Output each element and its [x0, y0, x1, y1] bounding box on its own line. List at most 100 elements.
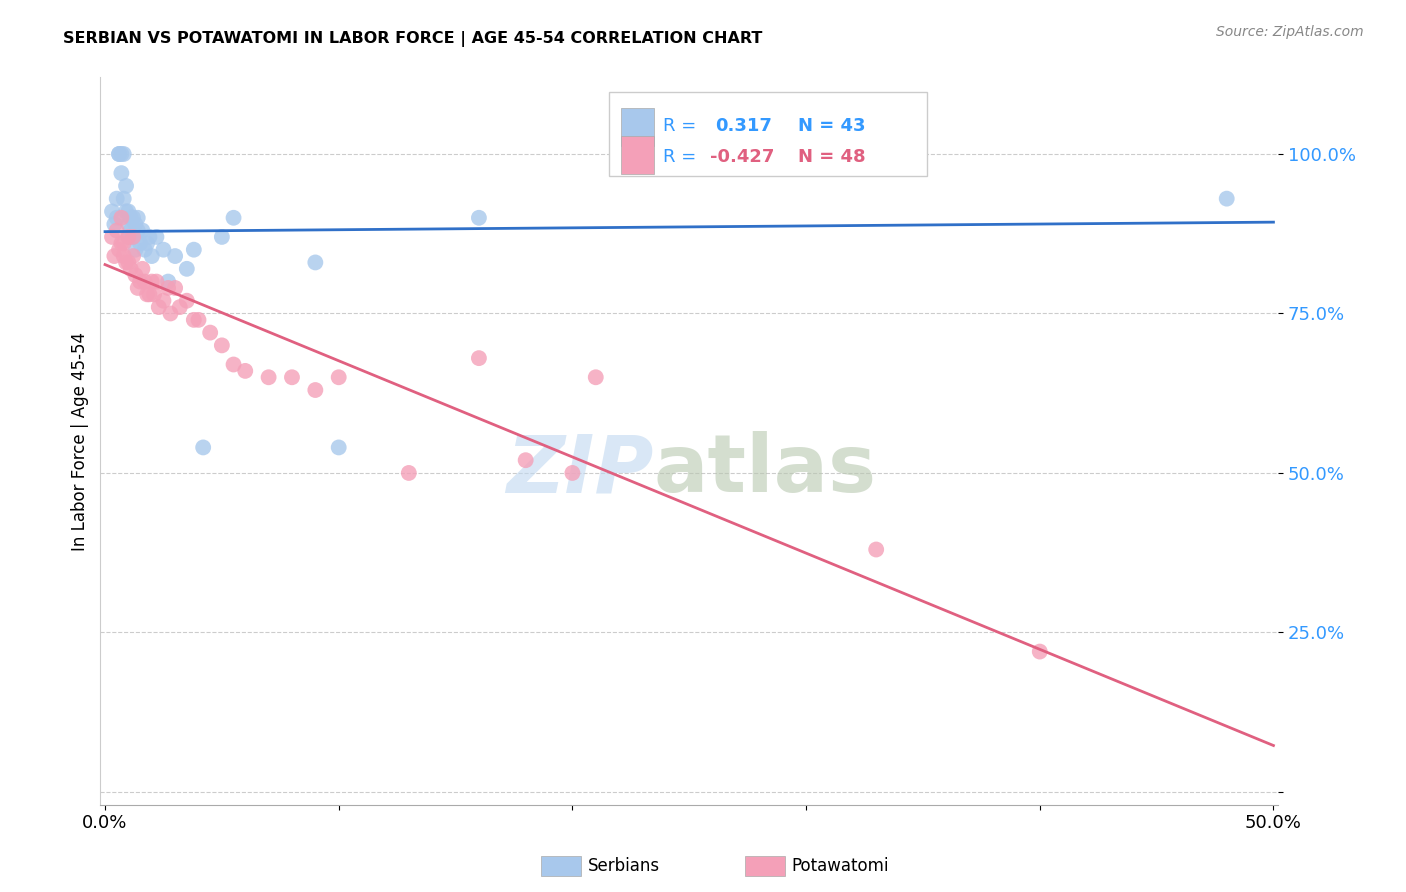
Point — [561, 466, 583, 480]
Point — [157, 281, 180, 295]
Text: R =: R = — [664, 117, 696, 136]
Point — [159, 306, 181, 320]
Point — [120, 261, 142, 276]
Point — [129, 236, 152, 251]
Point — [138, 287, 160, 301]
Point — [176, 293, 198, 308]
Point — [124, 268, 146, 283]
Point — [103, 217, 125, 231]
Point — [187, 313, 209, 327]
Point — [115, 255, 138, 269]
Point — [120, 211, 142, 225]
Point — [131, 261, 153, 276]
Point — [112, 249, 135, 263]
Point — [889, 153, 911, 168]
Point — [211, 338, 233, 352]
Text: Source: ZipAtlas.com: Source: ZipAtlas.com — [1216, 25, 1364, 39]
Point — [112, 236, 135, 251]
Point — [515, 453, 537, 467]
Point — [222, 211, 245, 225]
Point — [134, 243, 156, 257]
Point — [138, 230, 160, 244]
Point — [108, 243, 131, 257]
Text: N = 43: N = 43 — [797, 117, 865, 136]
Point — [117, 230, 139, 244]
Text: Potawatomi: Potawatomi — [792, 857, 889, 875]
Point — [585, 370, 607, 384]
Point — [124, 243, 146, 257]
Point — [211, 230, 233, 244]
Point — [117, 230, 139, 244]
Point — [143, 287, 166, 301]
Point — [105, 211, 128, 225]
Point — [865, 542, 887, 557]
Point — [183, 313, 205, 327]
Point — [127, 223, 149, 237]
Point — [115, 178, 138, 193]
Point — [122, 230, 145, 244]
Text: 0.317: 0.317 — [716, 117, 772, 136]
Point — [141, 275, 163, 289]
Point — [127, 281, 149, 295]
Point — [468, 211, 491, 225]
Point — [193, 441, 215, 455]
Point — [233, 364, 256, 378]
Point — [124, 217, 146, 231]
Point — [122, 230, 145, 244]
Point — [108, 147, 131, 161]
Point — [304, 255, 326, 269]
Point — [176, 261, 198, 276]
Point — [152, 243, 174, 257]
Point — [304, 383, 326, 397]
Point — [468, 351, 491, 365]
Point — [222, 358, 245, 372]
Point — [131, 223, 153, 237]
Point — [101, 230, 124, 244]
Point — [101, 204, 124, 219]
Point — [1215, 192, 1237, 206]
Text: R =: R = — [664, 148, 696, 167]
Point — [110, 147, 132, 161]
Point — [112, 147, 135, 161]
Point — [129, 275, 152, 289]
Point — [110, 236, 132, 251]
Text: SERBIAN VS POTAWATOMI IN LABOR FORCE | AGE 45-54 CORRELATION CHART: SERBIAN VS POTAWATOMI IN LABOR FORCE | A… — [63, 31, 762, 47]
Point — [152, 293, 174, 308]
Point — [112, 192, 135, 206]
Point — [136, 287, 159, 301]
Point — [134, 275, 156, 289]
Text: Serbians: Serbians — [588, 857, 659, 875]
FancyBboxPatch shape — [621, 108, 654, 145]
Text: N = 48: N = 48 — [797, 148, 865, 167]
FancyBboxPatch shape — [621, 136, 654, 174]
Point — [165, 281, 187, 295]
Point — [117, 204, 139, 219]
Point — [141, 249, 163, 263]
Point — [120, 223, 142, 237]
Point — [183, 243, 205, 257]
Point — [103, 249, 125, 263]
Text: -0.427: -0.427 — [710, 148, 775, 167]
Text: ZIP: ZIP — [506, 431, 654, 509]
Point — [257, 370, 280, 384]
Point — [148, 300, 170, 314]
Point — [122, 211, 145, 225]
Point — [328, 441, 350, 455]
Point — [198, 326, 221, 340]
Point — [157, 275, 180, 289]
Point — [105, 223, 128, 237]
Point — [169, 300, 191, 314]
Point — [398, 466, 420, 480]
Point — [145, 275, 167, 289]
Point — [122, 249, 145, 263]
Y-axis label: In Labor Force | Age 45-54: In Labor Force | Age 45-54 — [72, 332, 89, 550]
Point — [328, 370, 350, 384]
Point — [281, 370, 304, 384]
Point — [117, 255, 139, 269]
Point — [127, 211, 149, 225]
Point — [110, 166, 132, 180]
Point — [145, 230, 167, 244]
Point — [110, 211, 132, 225]
FancyBboxPatch shape — [609, 92, 927, 176]
Point — [117, 217, 139, 231]
